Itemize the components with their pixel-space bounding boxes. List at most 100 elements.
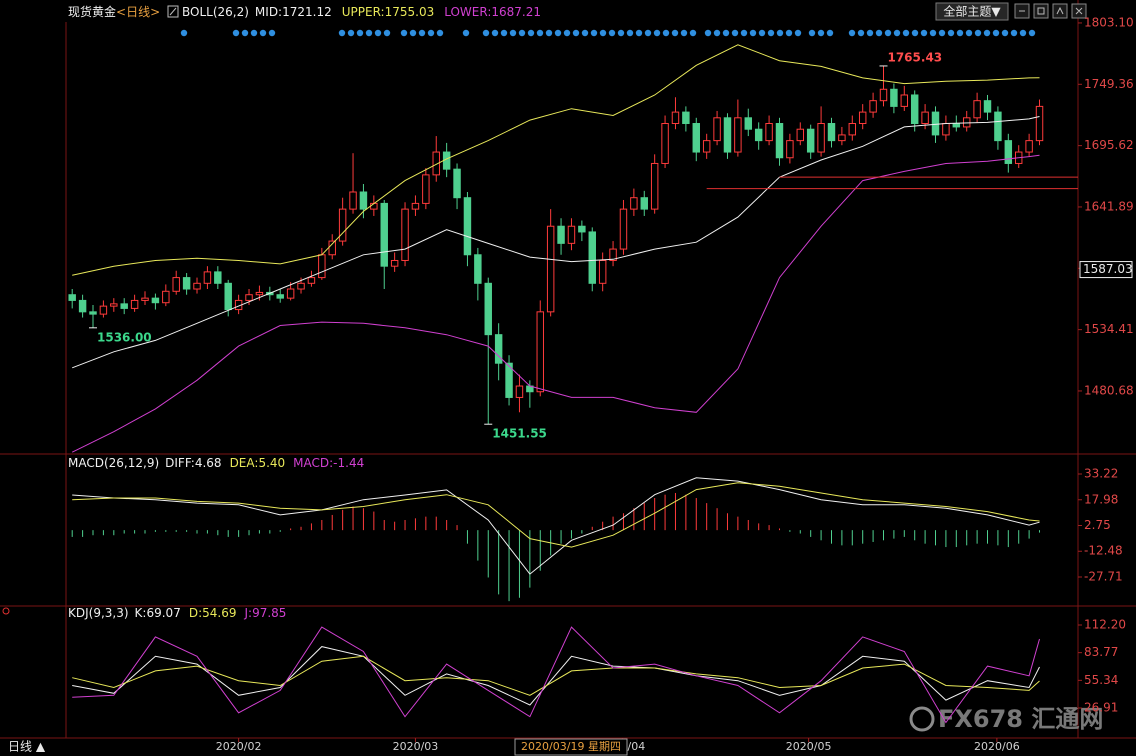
candle-body <box>900 94 909 107</box>
indicator-icon[interactable] <box>167 5 179 18</box>
indicator-line <box>72 116 1040 369</box>
candle-body <box>432 151 440 176</box>
event-dot <box>1028 29 1036 37</box>
legend-value: 4.68 <box>195 456 222 470</box>
candle-body <box>89 311 97 315</box>
candle-body <box>931 111 940 136</box>
event-dot <box>965 29 973 37</box>
legend-value: 97.85 <box>252 606 286 620</box>
candle-body <box>806 128 815 153</box>
cursor-label: 2020/03/19 星期四 <box>521 740 621 753</box>
y-tick-label: 83.77 <box>1084 645 1118 659</box>
legend-name: J: <box>243 606 252 620</box>
y-tick-label: 112.20 <box>1084 618 1126 632</box>
event-dot <box>920 29 928 37</box>
event-dot <box>365 29 373 37</box>
y-tick-label: 26.91 <box>1084 700 1118 714</box>
event-dot <box>644 29 652 37</box>
extreme-label: 1451.55 <box>492 427 547 441</box>
event-dot <box>635 29 643 37</box>
window-button[interactable] <box>1033 3 1049 19</box>
event-dot <box>866 29 874 37</box>
legend-value: 1687.21 <box>491 5 541 19</box>
event-dot <box>427 29 435 37</box>
event-dot <box>418 29 426 37</box>
y-tick-label: -27.71 <box>1084 569 1123 583</box>
candle-body <box>307 277 316 284</box>
event-dot <box>740 29 748 37</box>
event-dot <box>617 29 625 37</box>
candle-body <box>578 225 586 233</box>
event-dot <box>671 29 679 37</box>
period-selector[interactable]: 日线 ▲ <box>8 740 46 754</box>
candle-body <box>380 202 388 267</box>
candle-body <box>276 294 284 299</box>
y-tick-label: 1534.41 <box>1084 322 1134 336</box>
cursor-box <box>514 738 628 756</box>
event-dot <box>808 29 816 37</box>
event-dot <box>572 29 580 37</box>
candle-body <box>1035 105 1044 142</box>
event-dot <box>653 29 661 37</box>
candle-body <box>255 291 264 296</box>
candle-body <box>162 290 170 304</box>
candle-body <box>702 140 711 153</box>
candle-body <box>130 299 139 309</box>
extreme-label: 1765.43 <box>887 50 942 64</box>
candle-body <box>297 282 305 290</box>
indicator-line <box>72 44 1040 276</box>
legend-name: D: <box>189 606 202 620</box>
legend-value: 1755.03 <box>385 5 435 19</box>
legend: KDJ(9,3,3) K:69.07 D:54.69 J:97.85 <box>68 606 286 620</box>
y-tick-label: 1480.68 <box>1084 383 1134 397</box>
theme-button[interactable] <box>935 2 1009 21</box>
candle-body <box>962 117 971 128</box>
window-button[interactable] <box>1052 3 1068 19</box>
event-dot <box>590 29 598 37</box>
panel-icon[interactable] <box>2 607 10 615</box>
candle-body <box>203 271 212 284</box>
theme-button-label[interactable]: 全部主题▼ <box>943 4 1001 19</box>
event-dot <box>491 29 499 37</box>
legend-name: K: <box>135 606 147 620</box>
legend-value: -1.44 <box>333 456 364 470</box>
legend-name: MACD: <box>293 456 333 470</box>
candle-body <box>182 277 191 290</box>
event-dot <box>409 29 417 37</box>
event-dot <box>704 29 712 37</box>
event-dot <box>662 29 670 37</box>
event-dot <box>929 29 937 37</box>
candle-body <box>546 225 555 313</box>
candle-body <box>858 111 867 125</box>
event-dot <box>992 29 1000 37</box>
candle-body <box>286 288 295 299</box>
candle-body <box>838 134 846 142</box>
legend-name: LOWER: <box>444 5 491 19</box>
x-tick-label: 2020/03 <box>393 740 439 753</box>
event-dot <box>938 29 946 37</box>
y-tick-label: 1641.89 <box>1084 199 1134 213</box>
legend-value: 54.69 <box>202 606 236 620</box>
candle-body <box>110 303 118 307</box>
event-dot <box>241 29 249 37</box>
y-tick-label: 17.98 <box>1084 492 1118 506</box>
candle-body <box>973 100 981 119</box>
legend-name: MID: <box>255 5 282 19</box>
event-dot <box>956 29 964 37</box>
candle-body <box>338 208 347 242</box>
candle-body <box>942 123 950 136</box>
event-dot <box>884 29 892 37</box>
candle-body <box>879 88 888 102</box>
candle-body <box>921 111 929 125</box>
period-label: <日线> <box>116 5 160 19</box>
event-dot <box>749 29 757 37</box>
event-dot <box>500 29 508 37</box>
event-dot <box>400 29 408 37</box>
event-dot <box>689 29 697 37</box>
event-dot <box>1010 29 1018 37</box>
candle-body <box>328 240 336 256</box>
candle-body <box>390 259 399 267</box>
y-tick-label: 33.22 <box>1084 467 1118 481</box>
